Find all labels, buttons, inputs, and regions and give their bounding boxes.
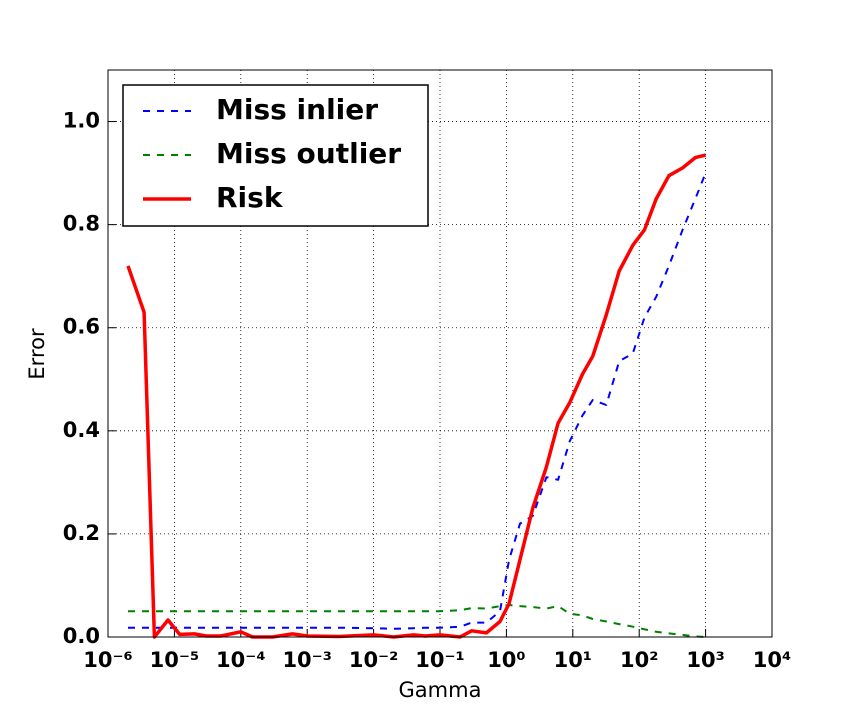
y-tick-label: 0.2 (63, 521, 100, 545)
x-tick-label: 10² (620, 648, 658, 672)
data-line (128, 604, 706, 638)
x-tick-label: 10⁻⁶ (83, 648, 133, 672)
x-axis-label: Gamma (399, 678, 482, 702)
y-tick-label: 1.0 (63, 109, 100, 133)
x-tick-label: 10⁻² (349, 648, 399, 672)
y-tick-label: 0.6 (63, 315, 100, 339)
y-axis-label: Error (25, 328, 49, 380)
x-tick-label: 10¹ (554, 648, 592, 672)
x-tick-label: 10⁰ (487, 648, 525, 672)
y-tick-label: 0.4 (63, 418, 100, 442)
data-line (126, 153, 707, 639)
legend-label: Miss inlier (216, 93, 378, 126)
data-line (128, 172, 707, 630)
plot-frame (107, 69, 773, 638)
x-tick-label: 10⁻⁴ (216, 648, 266, 672)
x-tick-label: 10⁴ (753, 648, 791, 672)
x-tick-label: 10⁻³ (282, 648, 332, 672)
legend-label: Miss outlier (216, 137, 401, 170)
y-tick-label: 0.8 (63, 212, 100, 236)
legend-label: Risk (216, 181, 284, 214)
x-tick-label: 10⁻⁵ (150, 648, 200, 672)
x-tick-label: 10⁻¹ (415, 648, 465, 672)
y-tick-label: 0.0 (63, 624, 100, 648)
x-tick-label: 10³ (686, 648, 724, 672)
